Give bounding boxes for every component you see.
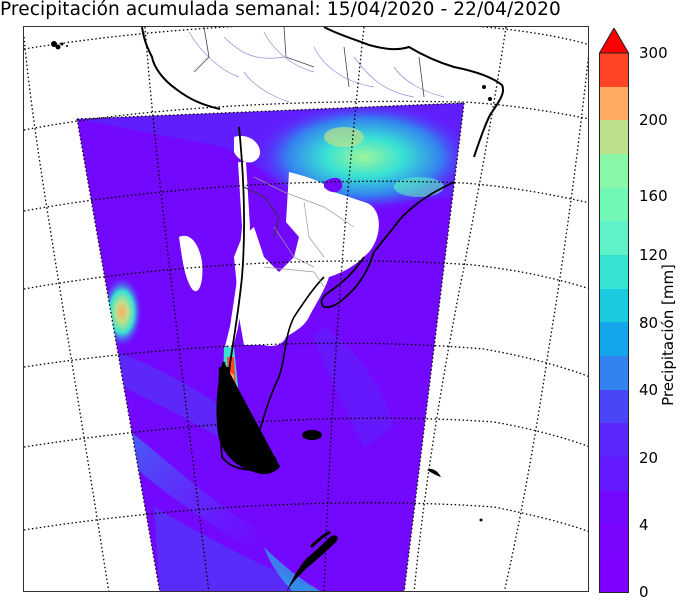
colorbar-tick-300: 300 xyxy=(639,44,668,62)
colorbar-tick-20: 20 xyxy=(639,449,659,467)
colorbar-tick-40: 40 xyxy=(639,381,659,399)
colorbar-tick-200: 200 xyxy=(639,111,668,129)
colorbar-tick-80: 80 xyxy=(639,314,659,332)
colorbar-tick-4: 4 xyxy=(639,516,649,534)
colorbar-tick-0: 0 xyxy=(639,583,649,601)
colorbar-label: Precipitación [mm] xyxy=(659,264,677,406)
map-title: Precipitación acumulada semanal: 15/04/2… xyxy=(0,0,561,20)
colorbar-swatches xyxy=(599,28,629,593)
colorbar xyxy=(599,28,629,593)
graticule xyxy=(24,27,588,591)
precipitation-map xyxy=(24,27,588,591)
colorbar-tick-120: 120 xyxy=(639,246,668,264)
map-panel xyxy=(23,26,589,592)
colorbar-tick-160: 160 xyxy=(639,187,668,205)
precipitation-swath xyxy=(77,103,464,591)
islands xyxy=(51,41,492,522)
